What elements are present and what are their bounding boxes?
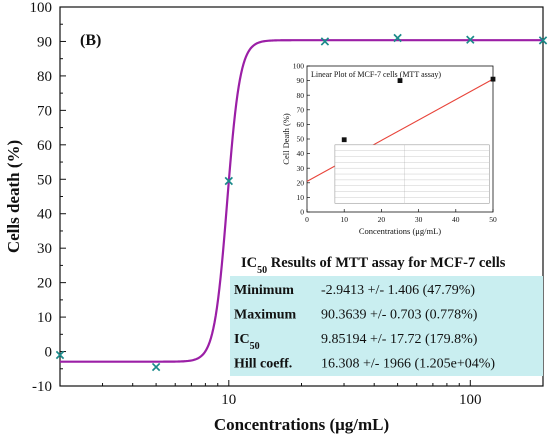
y-tick-label: 50: [37, 172, 52, 188]
inset-y-tick-label: 10: [297, 193, 305, 202]
y-tick-label: 30: [37, 241, 52, 257]
inset-y-tick-label: 40: [297, 149, 305, 158]
inset-y-tick-label: 30: [297, 164, 305, 173]
ic50-row-value: 90.3639 +/- 0.703 (0.778%): [321, 308, 478, 323]
inset-y-tick-label: 70: [297, 105, 305, 114]
y-tick-label: 20: [37, 276, 52, 292]
ic50-row-key: Maximum: [234, 308, 297, 323]
inset-x-tick-label: 10: [340, 215, 348, 224]
inset-y-tick-label: 50: [297, 135, 305, 144]
x-tick-label: 10: [221, 392, 236, 408]
inset-y-tick-label: 0: [300, 208, 304, 217]
data-point-stroke: [393, 33, 402, 43]
y-tick-label: 90: [37, 34, 52, 50]
inset-y-tick-label: 20: [297, 178, 305, 187]
data-point: [393, 33, 402, 43]
inset-data-point: [397, 78, 403, 83]
y-tick-label: -10: [32, 379, 52, 395]
y-axis-title: Cells death (%): [4, 140, 23, 253]
inset-x-tick-label: 0: [305, 215, 309, 224]
inset-x-tick-label: 50: [489, 215, 497, 224]
data-point: [466, 35, 475, 44]
data-point: [55, 350, 65, 360]
fit-curve: [60, 39, 543, 363]
x-tick-label: 100: [459, 392, 482, 408]
data-point-stroke: [538, 36, 548, 45]
ic50-table-bg: [230, 276, 543, 376]
ic50-row-key: Hill coeff.: [234, 357, 292, 372]
data-point-stroke: [55, 350, 65, 360]
data-point: [320, 37, 330, 46]
data-point-stroke: [466, 35, 475, 44]
data-point-stroke: [224, 176, 234, 186]
y-tick-label: 70: [37, 103, 52, 119]
data-point: [538, 36, 548, 45]
ic50-row-key: IC50: [234, 332, 260, 352]
ic50-row-value: 16.308 +/- 1966 (1.205e+04%): [321, 357, 495, 372]
ic50-row-key: Minimum: [234, 283, 294, 298]
inset-title: Linear Plot of MCF-7 cells (MTT assay): [311, 70, 441, 79]
data-point: [224, 176, 234, 186]
inset-x-tick-label: 20: [378, 215, 386, 224]
inset-data-point: [341, 137, 347, 143]
ic50-row-value: -2.9413 +/- 1.406 (47.79%): [321, 283, 475, 298]
inset-data-point: [490, 76, 496, 82]
inset-x-tick-label: 30: [415, 215, 423, 224]
y-tick-label: 60: [37, 138, 52, 154]
panel-label: (B): [80, 32, 101, 49]
x-axis-title: Concentrations (μg/mL): [214, 415, 389, 434]
data-point-stroke: [151, 362, 161, 372]
y-tick-label: 0: [45, 345, 53, 361]
inset-y-tick-label: 90: [297, 76, 305, 85]
data-point-stroke: [320, 37, 330, 46]
data-point: [151, 362, 161, 372]
inset-x-axis-title: Concentrations (μg/mL): [359, 226, 441, 236]
ic50-row-value: 9.85194 +/- 17.72 (179.8%): [321, 332, 478, 347]
inset-y-axis-title: Cell Death (%): [281, 113, 291, 165]
y-tick-label: 100: [30, 0, 53, 16]
y-tick-label: 40: [37, 207, 52, 223]
ic50-table-title: IC50 Results of MTT assay for MCF-7 cell…: [241, 255, 506, 276]
inset-y-tick-label: 80: [297, 91, 305, 100]
inset-x-tick-label: 40: [452, 215, 460, 224]
y-tick-label: 10: [37, 310, 52, 326]
inset-y-tick-label: 100: [293, 62, 305, 71]
y-tick-label: 80: [37, 69, 52, 85]
inset-y-tick-label: 60: [297, 120, 305, 129]
